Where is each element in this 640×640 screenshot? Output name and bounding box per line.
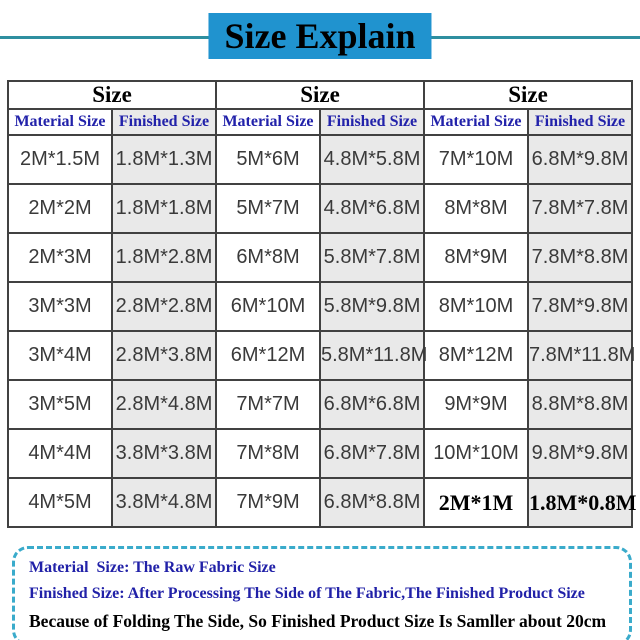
size-cell: 10M*10M [423, 428, 529, 479]
size-cell: 7.8M*11.8M [527, 330, 635, 381]
column-header: Finished Size [319, 108, 425, 136]
size-cell: 7.8M*9.8M [527, 281, 633, 332]
size-cell: 3M*5M [7, 379, 113, 430]
table-row: 3M*5M 2.8M*4.8M 7M*7M 6.8M*6.8M 9M*9M 8.8M*8.… [7, 379, 633, 430]
size-cell: 6M*8M [215, 232, 321, 283]
size-cell: 3.8M*3.8M [111, 428, 217, 479]
size-cell: 9.8M*9.8M [527, 428, 633, 479]
size-cell: 7.8M*7.8M [527, 183, 633, 234]
table-row: 3M*3M 2.8M*2.8M 6M*10M 5.8M*9.8M 8M*10M 7.8M*… [7, 281, 633, 332]
table-row: 4M*5M 3.8M*4.8M 7M*9M 6.8M*8.8M 2M*1M 1.8M*0.… [7, 477, 637, 528]
size-cell: 2M*1M [423, 477, 529, 528]
size-cell: 2M*2M [7, 183, 113, 234]
size-cell: 8.8M*8.8M [527, 379, 633, 430]
size-cell: 8M*8M [423, 183, 529, 234]
size-cell: 7M*8M [215, 428, 321, 479]
table-row: 2M*3M 1.8M*2.8M 6M*8M 5.8M*7.8M 8M*9M 7.8M*8.… [7, 232, 633, 283]
page-title: Size Explain [208, 13, 432, 59]
size-cell: 6.8M*7.8M [319, 428, 425, 479]
size-cell: 2M*1.5M [7, 134, 113, 185]
size-cell: 3.8M*4.8M [111, 477, 217, 528]
column-header: Material Size [423, 108, 529, 136]
size-cell: 4M*4M [7, 428, 113, 479]
size-cell: 4.8M*5.8M [319, 134, 425, 185]
group-header-row: Size Size Size [7, 80, 633, 110]
size-cell: 3M*4M [7, 330, 113, 381]
table-row: 2M*1.5M 1.8M*1.3M 5M*6M 4.8M*5.8M 7M*10M 6.8M… [7, 134, 633, 185]
size-group-header: Size [423, 80, 633, 110]
size-cell: 3M*3M [7, 281, 113, 332]
column-header: Material Size [215, 108, 321, 136]
size-cell: 5M*6M [215, 134, 321, 185]
size-cell: 2.8M*2.8M [111, 281, 217, 332]
size-cell: 5.8M*11.8M [319, 330, 427, 381]
size-cell: 6.8M*6.8M [319, 379, 425, 430]
size-table-head: Size Size Size Material Size Finished Size Ma… [7, 80, 633, 136]
size-cell: 4.8M*6.8M [319, 183, 425, 234]
size-group-header: Size [7, 80, 217, 110]
size-cell: 1.8M*2.8M [111, 232, 217, 283]
size-cell: 7.8M*8.8M [527, 232, 633, 283]
notes-box: Material Size: The Raw Fabric Size Finis… [12, 546, 632, 640]
size-cell: 8M*12M [423, 330, 529, 381]
note-finished-size: Finished Size: After Processing The Side… [29, 585, 585, 602]
column-header: Finished Size [111, 108, 217, 136]
size-table-body: 2M*1.5M 1.8M*1.3M 5M*6M 4.8M*5.8M 7M*10M 6.8M… [7, 134, 637, 528]
size-cell: 1.8M*1.8M [111, 183, 217, 234]
column-header: Material Size [7, 108, 113, 136]
size-cell: 1.8M*1.3M [111, 134, 217, 185]
note-material-size: Material Size: The Raw Fabric Size [29, 559, 276, 576]
size-cell: 2.8M*4.8M [111, 379, 217, 430]
size-cell: 6.8M*8.8M [319, 477, 425, 528]
size-cell: 8M*9M [423, 232, 529, 283]
size-cell: 2.8M*3.8M [111, 330, 217, 381]
table-row: 3M*4M 2.8M*3.8M 6M*12M 5.8M*11.8M 8M*12M 7.8M… [7, 330, 635, 381]
size-cell: 2M*3M [7, 232, 113, 283]
note-folding-disclaimer: Because of Folding The Side, So Finished… [29, 611, 607, 631]
size-cell: 1.8M*0.8M [527, 477, 637, 528]
column-header-row: Material Size Finished Size Material Size F… [7, 108, 633, 136]
size-cell: 8M*10M [423, 281, 529, 332]
size-cell: 6.8M*9.8M [527, 134, 633, 185]
size-cell: 6M*10M [215, 281, 321, 332]
size-cell: 6M*12M [215, 330, 321, 381]
size-cell: 5.8M*9.8M [319, 281, 425, 332]
size-cell: 7M*10M [423, 134, 529, 185]
size-cell: 4M*5M [7, 477, 113, 528]
size-cell: 7M*9M [215, 477, 321, 528]
column-header: Finished Size [527, 108, 633, 136]
size-group-header: Size [215, 80, 425, 110]
size-table: Size Size Size Material Size Finished Size Ma… [7, 80, 637, 528]
size-cell: 9M*9M [423, 379, 529, 430]
size-cell: 5.8M*7.8M [319, 232, 425, 283]
size-cell: 7M*7M [215, 379, 321, 430]
table-row: 4M*4M 3.8M*3.8M 7M*8M 6.8M*7.8M 10M*10M 9.8M*… [7, 428, 633, 479]
table-row: 2M*2M 1.8M*1.8M 5M*7M 4.8M*6.8M 8M*8M 7.8M*7.… [7, 183, 633, 234]
size-cell: 5M*7M [215, 183, 321, 234]
